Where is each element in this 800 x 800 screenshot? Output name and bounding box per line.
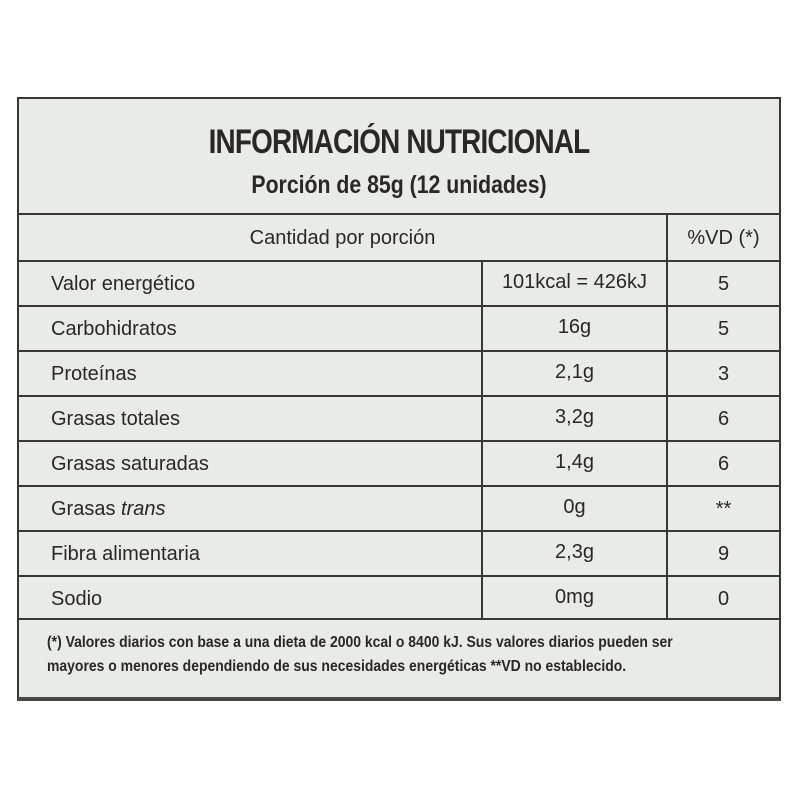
nutrient-dv: 6 [666,442,779,485]
nutrient-name: Grasas totales [51,408,180,430]
table-row: Grasas saturadas 1,4g 6 [19,440,779,485]
nutrient-name: Grasas trans [51,498,166,520]
nutrient-amount: 0mg [481,577,666,618]
footnote-line-2: mayores o menores dependiendo de sus nec… [47,658,627,675]
nutrient-name: Proteínas [51,363,137,385]
header-amount: Cantidad por porción [249,227,436,249]
nutrient-name: Valor energético [51,273,196,295]
nutrient-amount: 3,2g [481,397,666,440]
nutrient-name: Fibra alimentaria [51,543,200,565]
nutrient-dv: 0 [666,577,779,618]
nutrition-label: INFORMACIÓN NUTRICIONAL Porción de 85g (… [17,97,781,701]
serving-size: Porción de 85g (12 unidades) [251,171,547,199]
nutrient-name: Grasas saturadas [51,453,209,475]
footnote: (*) Valores diarios con base a una dieta… [47,631,767,679]
table-row: Proteínas 2,1g 3 [19,350,779,395]
nutrient-name: Carbohidratos [51,318,177,340]
header-dv: %VD (*) [666,215,779,260]
table-row: Sodio 0mg 0 [19,575,779,620]
nutrient-italic: trans [121,498,166,520]
table-row: Grasas trans 0g ** [19,485,779,530]
nutrient-dv: 5 [666,307,779,350]
nutrient-amount: 101kcal = 426kJ [481,262,666,305]
table-row: Fibra alimentaria 2,3g 9 [19,530,779,575]
nutrient-dv: 3 [666,352,779,395]
nutrition-table: Cantidad por porción %VD (*) Valor energ… [19,213,779,620]
nutrient-amount: 16g [481,307,666,350]
nutrient-dv: ** [666,487,779,530]
nutrient-dv: 5 [666,262,779,305]
nutrient-name: Sodio [51,588,103,610]
footnote-line-1: (*) Valores diarios con base a una dieta… [47,634,673,651]
table-header: Cantidad por porción %VD (*) [19,213,779,260]
table-row: Valor energético 101kcal = 426kJ 5 [19,260,779,305]
nutrient-dv: 6 [666,397,779,440]
label-title: INFORMACIÓN NUTRICIONAL [208,123,591,161]
nutrient-amount: 2,1g [481,352,666,395]
nutrient-dv: 9 [666,532,779,575]
table-row: Grasas totales 3,2g 6 [19,395,779,440]
table-row: Carbohidratos 16g 5 [19,305,779,350]
nutrient-amount: 1,4g [481,442,666,485]
nutrient-amount: 0g [481,487,666,530]
nutrient-amount: 2,3g [481,532,666,575]
